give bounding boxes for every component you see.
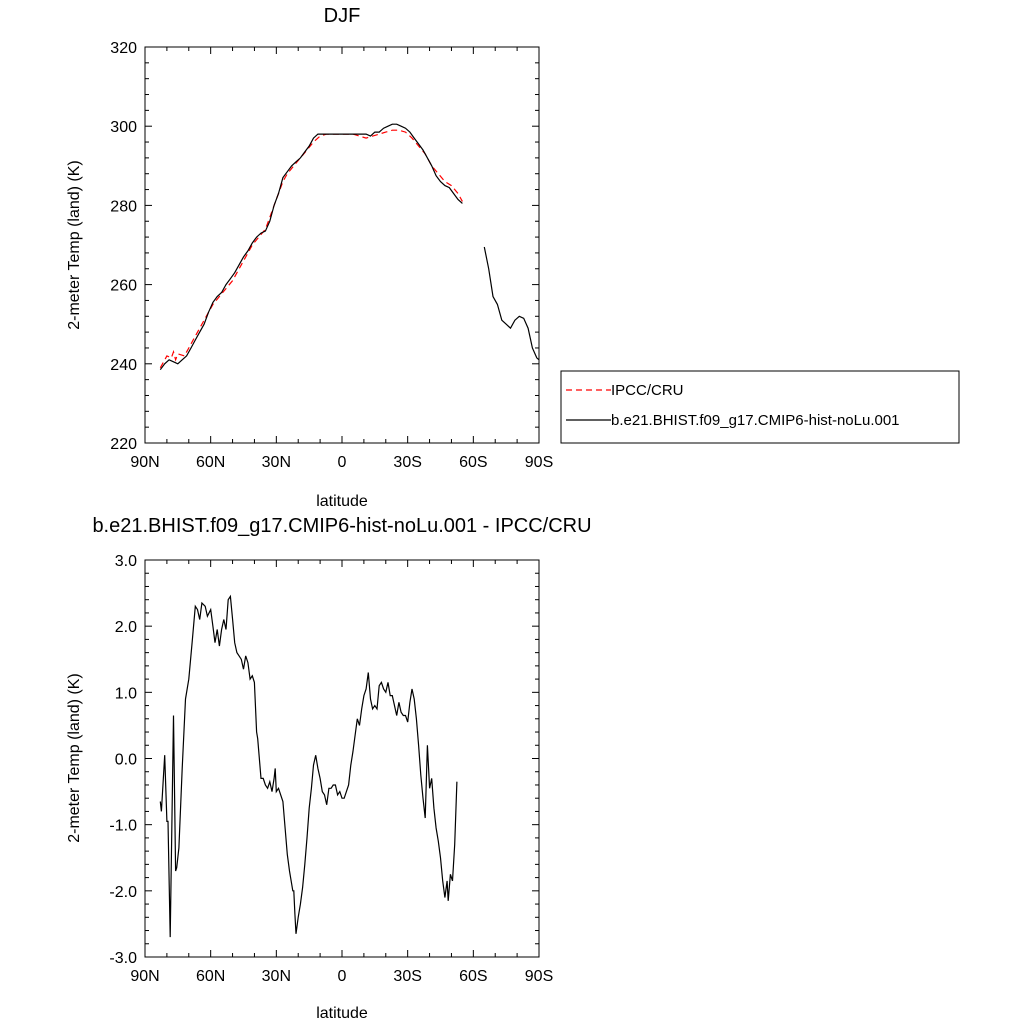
y-tick-label: 1.0 xyxy=(115,685,137,702)
y-tick-label: 260 xyxy=(110,278,137,295)
x-tick-label: 90N xyxy=(130,454,159,471)
legend-item-ipcc-cru: IPCC/CRU xyxy=(566,382,684,399)
x-tick-label: 30N xyxy=(262,454,291,471)
x-tick-label: 60S xyxy=(459,454,487,471)
x-tick-label: 60N xyxy=(196,454,225,471)
y-axis: -3.0 -2.0 -1.0 0.0 1.0 2.0 3.0 xyxy=(109,553,539,967)
y-tick-label: -1.0 xyxy=(109,818,137,835)
y-axis: 220 240 260 280 300 320 xyxy=(110,40,539,453)
series-line-1-south xyxy=(483,246,540,361)
x-tick-label: 60S xyxy=(459,968,487,985)
y-tick-label: 320 xyxy=(110,40,137,57)
y-tick-label: 300 xyxy=(110,119,137,136)
y-tick-label: 220 xyxy=(110,436,137,453)
y-tick-label: 280 xyxy=(110,198,137,215)
chart-title: b.e21.BHIST.f09_g17.CMIP6-hist-noLu.001 … xyxy=(92,515,591,537)
plot-frame xyxy=(144,46,540,444)
legend: IPCC/CRU b.e21.BHIST.f09_g17.CMIP6-hist-… xyxy=(560,370,960,444)
legend-label: IPCC/CRU xyxy=(611,382,684,399)
y-axis-label: 2-meter Temp (land) (K) xyxy=(66,160,83,330)
x-tick-label: 60N xyxy=(196,968,225,985)
x-tick-label: 30N xyxy=(262,968,291,985)
x-axis-label: latitude xyxy=(316,1005,368,1022)
series-line-0 xyxy=(159,129,463,369)
legend-label: b.e21.BHIST.f09_g17.CMIP6-hist-noLu.001 xyxy=(611,412,900,429)
x-tick-label: 90N xyxy=(130,968,159,985)
series-lines xyxy=(159,123,540,371)
legend-box xyxy=(560,370,960,444)
x-axis-label: latitude xyxy=(316,493,368,510)
chart-difference: b.e21.BHIST.f09_g17.CMIP6-hist-noLu.001 … xyxy=(66,515,592,1022)
x-tick-label: 0 xyxy=(338,454,347,471)
x-tick-label: 30S xyxy=(393,968,421,985)
legend-item-model: b.e21.BHIST.f09_g17.CMIP6-hist-noLu.001 xyxy=(566,412,900,429)
y-tick-label: 3.0 xyxy=(115,553,137,570)
x-axis: 90N 60N 30N 0 30S 60S 90S xyxy=(130,560,553,985)
x-tick-label: 30S xyxy=(393,454,421,471)
y-axis-label: 2-meter Temp (land) (K) xyxy=(66,673,83,843)
x-tick-label: 90S xyxy=(525,968,553,985)
y-tick-label: 0.0 xyxy=(115,752,137,769)
series-line-1 xyxy=(159,123,463,371)
x-tick-label: 90S xyxy=(525,454,553,471)
plot-frame xyxy=(144,559,540,958)
series-line-0 xyxy=(159,594,458,938)
chart-djf: DJF 90N 60N 30N 0 30S 60S 90S 220 240 260 280 300 3… xyxy=(66,5,960,510)
x-axis: 90N 60N 30N 0 30S 60S 90S xyxy=(130,47,553,471)
series-lines xyxy=(159,594,458,938)
y-tick-label: -2.0 xyxy=(109,884,137,901)
x-tick-label: 0 xyxy=(338,968,347,985)
y-tick-label: -3.0 xyxy=(109,950,137,967)
y-tick-label: 240 xyxy=(110,357,137,374)
chart-title: DJF xyxy=(324,5,361,27)
y-tick-label: 2.0 xyxy=(115,619,137,636)
